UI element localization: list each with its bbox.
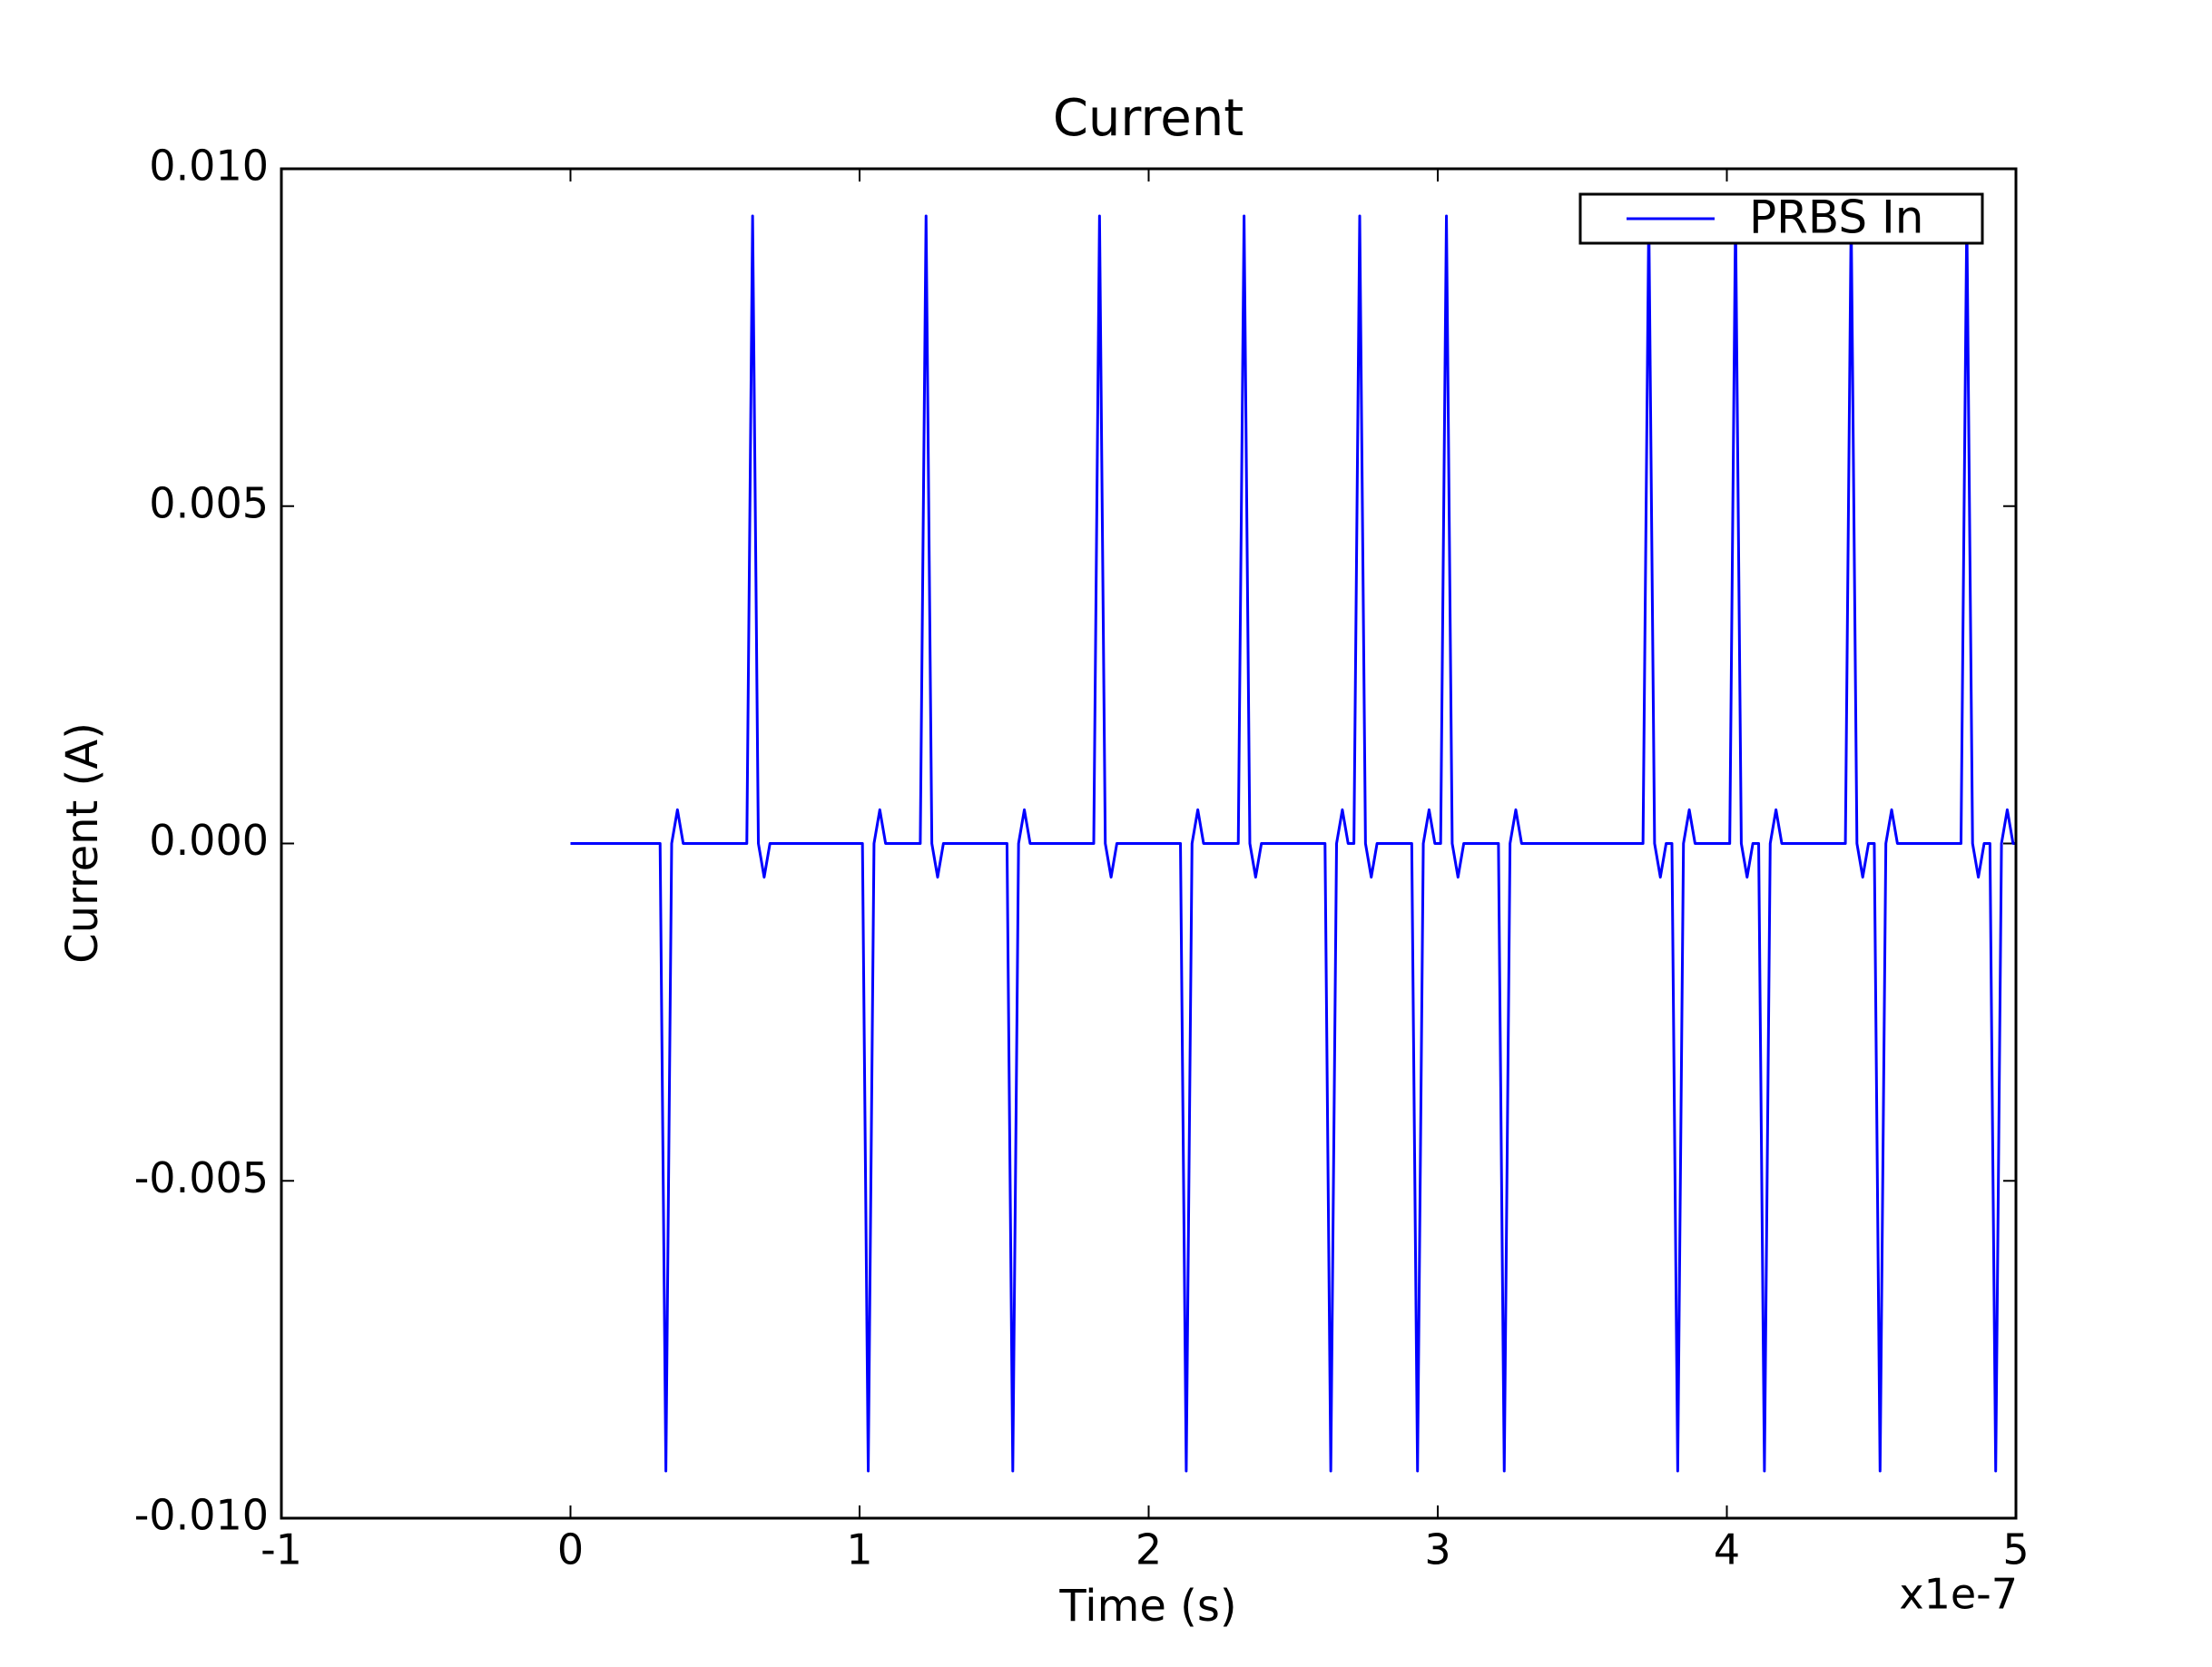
plot-frame: [280, 167, 2018, 1520]
y-tick-label: -0.010: [134, 1491, 269, 1540]
y-tick-label: 0.010: [149, 142, 269, 191]
y-tick-label: 0.005: [149, 478, 269, 527]
chart-title: Current: [1053, 89, 1244, 148]
x-offset-label: x1e-7: [1899, 1570, 2018, 1619]
x-tick-label: 2: [1135, 1525, 1162, 1574]
x-tick-label: 0: [557, 1525, 584, 1574]
y-tick-label: -0.005: [134, 1153, 269, 1202]
legend-label: PRBS In: [1749, 191, 1923, 244]
x-tick-label: 1: [846, 1525, 872, 1574]
legend: PRBS In: [1578, 191, 1984, 245]
x-tick-label: 3: [1424, 1525, 1450, 1574]
y-axis-label: Current (A): [57, 722, 108, 964]
x-tick-label: -1: [261, 1525, 302, 1574]
x-tick-label: 5: [2002, 1525, 2029, 1574]
x-axis-label: Time (s): [1058, 1581, 1236, 1632]
x-tick-label: 4: [1714, 1525, 1740, 1574]
y-tick-label: 0.000: [149, 816, 269, 865]
data-line: [570, 214, 2016, 1473]
